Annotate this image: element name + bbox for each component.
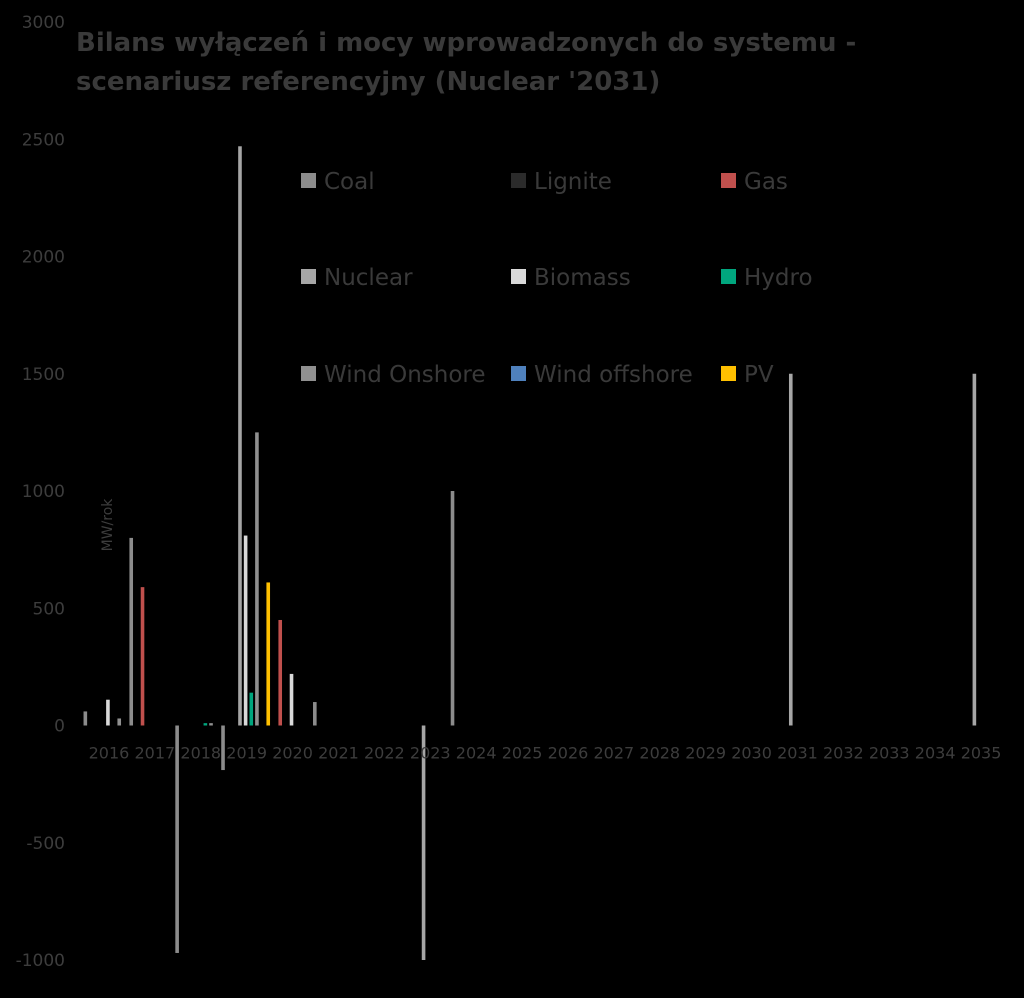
x-tick-label: 2034	[915, 744, 956, 763]
x-tick-label: 2028	[639, 744, 680, 763]
x-tick-label: 2019	[226, 744, 267, 763]
bar-wind-onshore-2016	[117, 718, 122, 726]
legend-swatch	[721, 269, 736, 284]
bar-nuclear-2031	[788, 373, 793, 726]
legend-item-label: Nuclear	[324, 265, 413, 291]
legend-swatch	[511, 366, 526, 381]
legend-item-label: PV	[744, 362, 774, 388]
x-tick-label: 2031	[777, 744, 818, 763]
legend-swatch	[301, 173, 316, 188]
bar-biomass-2019	[243, 535, 248, 726]
y-tick-label: 500	[33, 599, 65, 619]
bar-coal-2021	[313, 702, 317, 726]
y-tick-label: -500	[26, 834, 65, 854]
bar-nuclear-2035	[972, 373, 977, 726]
x-tick-label: 2016	[89, 744, 130, 763]
legend-swatch	[301, 366, 316, 381]
bar-gas-2020	[278, 619, 283, 726]
legend-swatch	[511, 173, 526, 188]
legend-swatch	[721, 366, 736, 381]
legend-item-label: Lignite	[534, 169, 612, 195]
x-tick-label: 2024	[456, 744, 497, 763]
bar-biomass-2016	[106, 699, 110, 726]
legend-item-label: Hydro	[744, 265, 813, 291]
x-tick-label: 2018	[180, 744, 221, 763]
bar-hydro-2019	[249, 692, 254, 726]
x-tick-label: 2033	[869, 744, 910, 763]
bar-coal-2018	[175, 725, 179, 953]
bar-coal-2016	[83, 711, 88, 726]
legend-item-label: Coal	[324, 169, 375, 195]
y-tick-label: 0	[54, 717, 65, 737]
y-tick-label: 2000	[22, 248, 65, 268]
legend-swatch	[721, 173, 736, 188]
x-tick-label: 2025	[502, 744, 543, 763]
bar-nuclear-2019	[238, 146, 242, 726]
bar-biomass-2020	[289, 673, 294, 726]
x-tick-label: 2026	[548, 744, 589, 763]
x-tick-label: 2030	[731, 744, 772, 763]
y-tick-label: 3000	[22, 13, 65, 33]
bar-coal-2024	[450, 491, 455, 726]
chart-title-line-2: scenariusz referencyjny (Nuclear '2031)	[76, 67, 661, 97]
x-tick-label: 2021	[318, 744, 359, 763]
bar-wind-onshore-2019	[255, 432, 259, 726]
legend-item-label: Biomass	[534, 265, 631, 291]
x-tick-label: 2023	[410, 744, 451, 763]
bar-coal-2017	[129, 537, 134, 726]
x-tick-label: 2017	[134, 744, 175, 763]
y-tick-label: 1000	[22, 482, 65, 502]
bar-wind-onshore-2018	[209, 723, 213, 726]
x-tick-label: 2032	[823, 744, 864, 763]
x-tick-label: 2027	[593, 744, 634, 763]
y-tick-label: 1500	[22, 365, 65, 385]
legend-swatch	[301, 269, 316, 284]
x-tick-label: 2020	[272, 744, 313, 763]
y-tick-label: -1000	[16, 951, 65, 971]
x-tick-label: 2029	[685, 744, 726, 763]
chart-title-line-1: Bilans wyłączeń i mocy wprowadzonych do …	[76, 28, 857, 58]
y-axis-label: MW/rok	[100, 498, 116, 552]
legend-item-label: Gas	[744, 169, 788, 195]
x-tick-label: 2022	[364, 744, 405, 763]
bar-coal-2019	[221, 725, 225, 771]
legend-item-label: Wind Onshore	[324, 362, 486, 388]
bar-nuclear-2023	[421, 725, 426, 960]
bar-gas-2017	[140, 587, 145, 726]
bar-pv-2019	[266, 582, 271, 726]
legend-swatch	[511, 269, 526, 284]
bar-hydro-2018	[203, 723, 208, 726]
legend-item-label: Wind offshore	[534, 362, 693, 388]
x-tick-label: 2035	[961, 744, 1002, 763]
y-tick-label: 2500	[22, 130, 65, 150]
